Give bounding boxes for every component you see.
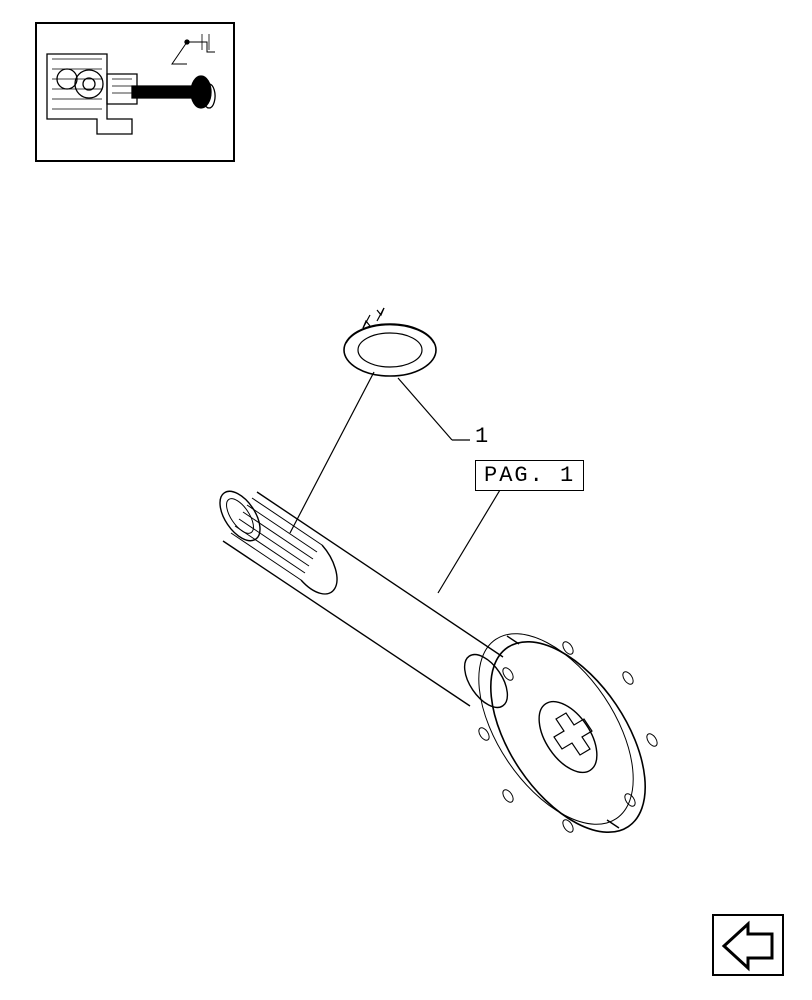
callout-ring-number: 1	[475, 424, 490, 449]
back-arrow-icon	[714, 916, 782, 974]
part-ring	[344, 308, 436, 376]
page-root: 1 PAG. 1	[0, 0, 812, 1000]
callout-page-reference: PAG. 1	[475, 460, 584, 491]
back-button[interactable]	[712, 914, 784, 976]
leader-shaft-pag	[438, 480, 526, 593]
main-diagram	[0, 0, 812, 1000]
leader-ring	[398, 378, 470, 440]
leader-ring-to-shaft	[290, 372, 374, 533]
part-shaft	[212, 484, 677, 859]
